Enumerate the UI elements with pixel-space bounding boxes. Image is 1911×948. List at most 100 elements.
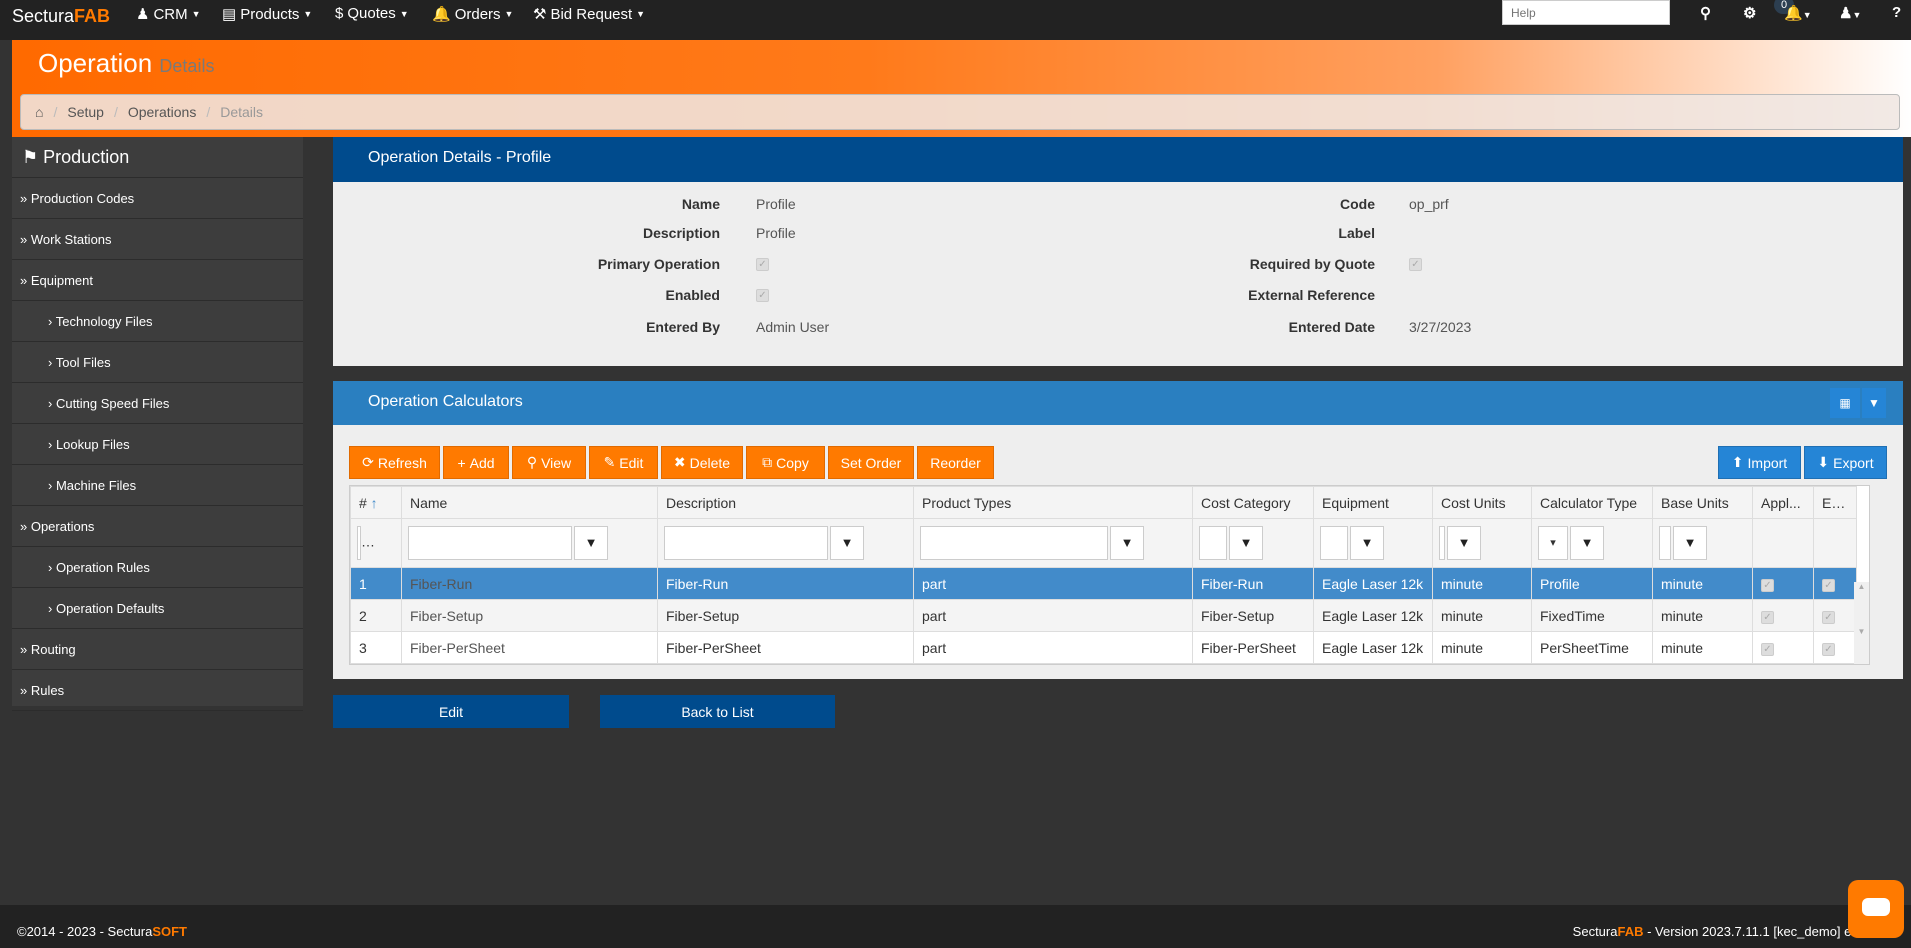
field-label: Description — [642, 225, 720, 241]
sidebar-item-tool-files[interactable]: › Tool Files — [12, 342, 303, 383]
filter-input[interactable] — [1199, 526, 1227, 560]
refresh-icon: ⟳ — [362, 454, 374, 470]
filter-icon[interactable]: ▼ — [1350, 526, 1384, 560]
chat-button[interactable] — [1848, 880, 1904, 938]
column-header[interactable]: Calculator Type — [1531, 486, 1653, 519]
sidebar-item-equipment[interactable]: » Equipment — [12, 260, 303, 301]
sidebar-item-operations[interactable]: » Operations — [12, 506, 303, 547]
user-menu-icon[interactable]: ♟▼ — [1839, 5, 1862, 22]
filter-input[interactable] — [408, 526, 572, 560]
sidebar-item-production-codes[interactable]: » Production Codes — [12, 178, 303, 219]
filter-icon[interactable]: ▼ — [1110, 526, 1144, 560]
sidebar-item-machine-files[interactable]: › Machine Files — [12, 465, 303, 506]
notifications-bell-icon[interactable]: 🔔▼ — [1784, 5, 1812, 22]
sidebar-item-routing[interactable]: » Routing — [12, 629, 303, 670]
table-row[interactable]: 1 Fiber-Run Fiber-Run part Fiber-Run Eagle La… — [350, 567, 1857, 600]
help-icon[interactable]: ? — [1892, 4, 1902, 21]
column-header[interactable]: Base Units — [1652, 486, 1753, 519]
home-icon[interactable]: ⌂ — [35, 104, 44, 120]
chevron-right-icon: › — [48, 314, 56, 329]
back-to-list-button[interactable]: Back to List — [600, 695, 835, 728]
cell-n: 1 — [350, 567, 402, 600]
sidebar-item-technology-files[interactable]: › Technology Files — [12, 301, 303, 342]
double-chevron-right-icon: » — [20, 191, 31, 206]
sidebar-item-operation-rules[interactable]: › Operation Rules — [12, 547, 303, 588]
grid-view-icon[interactable]: ▦ — [1830, 388, 1860, 418]
filter-input[interactable] — [1659, 526, 1671, 560]
dollar-icon: $ — [335, 5, 344, 22]
cell-appl: ✓ — [1752, 599, 1814, 632]
copy-button[interactable]: ⧉ Copy — [746, 446, 825, 479]
filter-icon[interactable]: ▼ — [574, 526, 608, 560]
edit-button[interactable]: Edit — [333, 695, 569, 728]
sidebar-item-operation-defaults[interactable]: › Operation Defaults — [12, 588, 303, 629]
breadcrumb-setup[interactable]: Setup — [67, 104, 104, 120]
sidebar-item-cutting-speed-files[interactable]: › Cutting Speed Files — [12, 383, 303, 424]
filter-input[interactable] — [357, 526, 361, 560]
field-label: Enabled — [665, 287, 720, 303]
import-button[interactable]: ⬆ Import — [1718, 446, 1801, 479]
filter-icon[interactable]: ▼ — [1229, 526, 1263, 560]
column-header[interactable]: Cost Units — [1432, 486, 1532, 519]
filter-select[interactable]: ▾ — [1538, 526, 1568, 560]
checkbox: ✓ — [756, 258, 769, 271]
column-header[interactable]: Description — [657, 486, 914, 519]
gavel-icon: ⚒ — [533, 6, 547, 23]
sort-asc-icon: ↑ — [366, 494, 378, 511]
cell-n: 3 — [350, 631, 402, 664]
double-chevron-right-icon: » — [20, 642, 31, 657]
cell-equip: Eagle Laser 12k — [1313, 567, 1433, 600]
delete-button[interactable]: ✖ Delete — [661, 446, 743, 479]
download-icon: ⬇ — [1817, 454, 1830, 470]
column-header[interactable]: Equipment — [1313, 486, 1433, 519]
plus-icon: + — [457, 454, 466, 471]
filter-input[interactable] — [1320, 526, 1348, 560]
field-label: Primary Operation — [597, 256, 720, 272]
bell-icon: 🔔 — [432, 6, 451, 23]
help-search-input[interactable] — [1502, 0, 1670, 25]
checkbox: ✓ — [1761, 611, 1774, 624]
table-row[interactable]: 3 Fiber-PerSheet Fiber-PerSheet part Fiber-P… — [350, 631, 1857, 664]
column-header[interactable]: # ↑ — [350, 486, 402, 519]
view-dropdown-button[interactable]: ▼ — [1862, 388, 1886, 418]
sidebar-item-lookup-files[interactable]: › Lookup Files — [12, 424, 303, 465]
table-row[interactable]: 2 Fiber-Setup Fiber-Setup part Fiber-Setup Ea… — [350, 599, 1857, 632]
brand-logo[interactable]: SecturaFAB — [12, 6, 111, 26]
sidebar-item-work-stations[interactable]: » Work Stations — [12, 219, 303, 260]
field-label: External Reference — [1248, 287, 1375, 303]
cell-desc: Fiber-Setup — [657, 599, 914, 632]
refresh-button[interactable]: ⟳ Refresh — [349, 446, 440, 479]
breadcrumb-operations[interactable]: Operations — [127, 104, 197, 120]
nav-bid-request[interactable]: ⚒ Bid Request ▼ — [533, 5, 646, 24]
column-header[interactable]: Product Types — [913, 486, 1193, 519]
column-header[interactable]: Appl... — [1752, 486, 1814, 519]
search-icon[interactable]: ⚲ — [1700, 5, 1711, 22]
nav-orders[interactable]: 🔔 Orders ▼ — [432, 5, 514, 24]
filter-icon[interactable]: ▼ — [1447, 526, 1481, 560]
filter-icon[interactable]: ▼ — [830, 526, 864, 560]
set-order-button[interactable]: Set Order — [828, 446, 914, 479]
gear-icon[interactable]: ⚙ — [1743, 5, 1757, 22]
grid-scrollbar[interactable]: ▲ ▼ — [1854, 582, 1869, 664]
sidebar-item-rules[interactable]: » Rules — [12, 670, 303, 711]
double-chevron-right-icon: » — [20, 683, 31, 698]
column-header[interactable]: Name — [401, 486, 658, 519]
cell-bunits: minute — [1652, 631, 1753, 664]
field-value: Admin User — [756, 319, 830, 335]
filter-input[interactable] — [1439, 526, 1445, 560]
filter-input[interactable] — [920, 526, 1108, 560]
nav-quotes[interactable]: $ Quotes ▼ — [335, 5, 409, 22]
column-header[interactable]: Cost Category — [1192, 486, 1314, 519]
filter-icon[interactable]: ▼ — [1570, 526, 1604, 560]
add-button[interactable]: + Add — [443, 446, 509, 479]
view-button[interactable]: ⚲ View — [512, 446, 586, 479]
nav-products[interactable]: ▤ Products ▼ — [222, 5, 313, 24]
column-header[interactable]: Ena... — [1813, 486, 1857, 519]
cell-name: Fiber-Run — [401, 567, 658, 600]
filter-icon[interactable]: ▼ — [1673, 526, 1707, 560]
reorder-button[interactable]: Reorder — [917, 446, 994, 479]
nav-crm[interactable]: ♟ CRM ▼ — [136, 5, 201, 24]
edit-button[interactable]: ✎ Edit — [589, 446, 658, 479]
export-button[interactable]: ⬇ Export — [1804, 446, 1887, 479]
filter-input[interactable] — [664, 526, 828, 560]
